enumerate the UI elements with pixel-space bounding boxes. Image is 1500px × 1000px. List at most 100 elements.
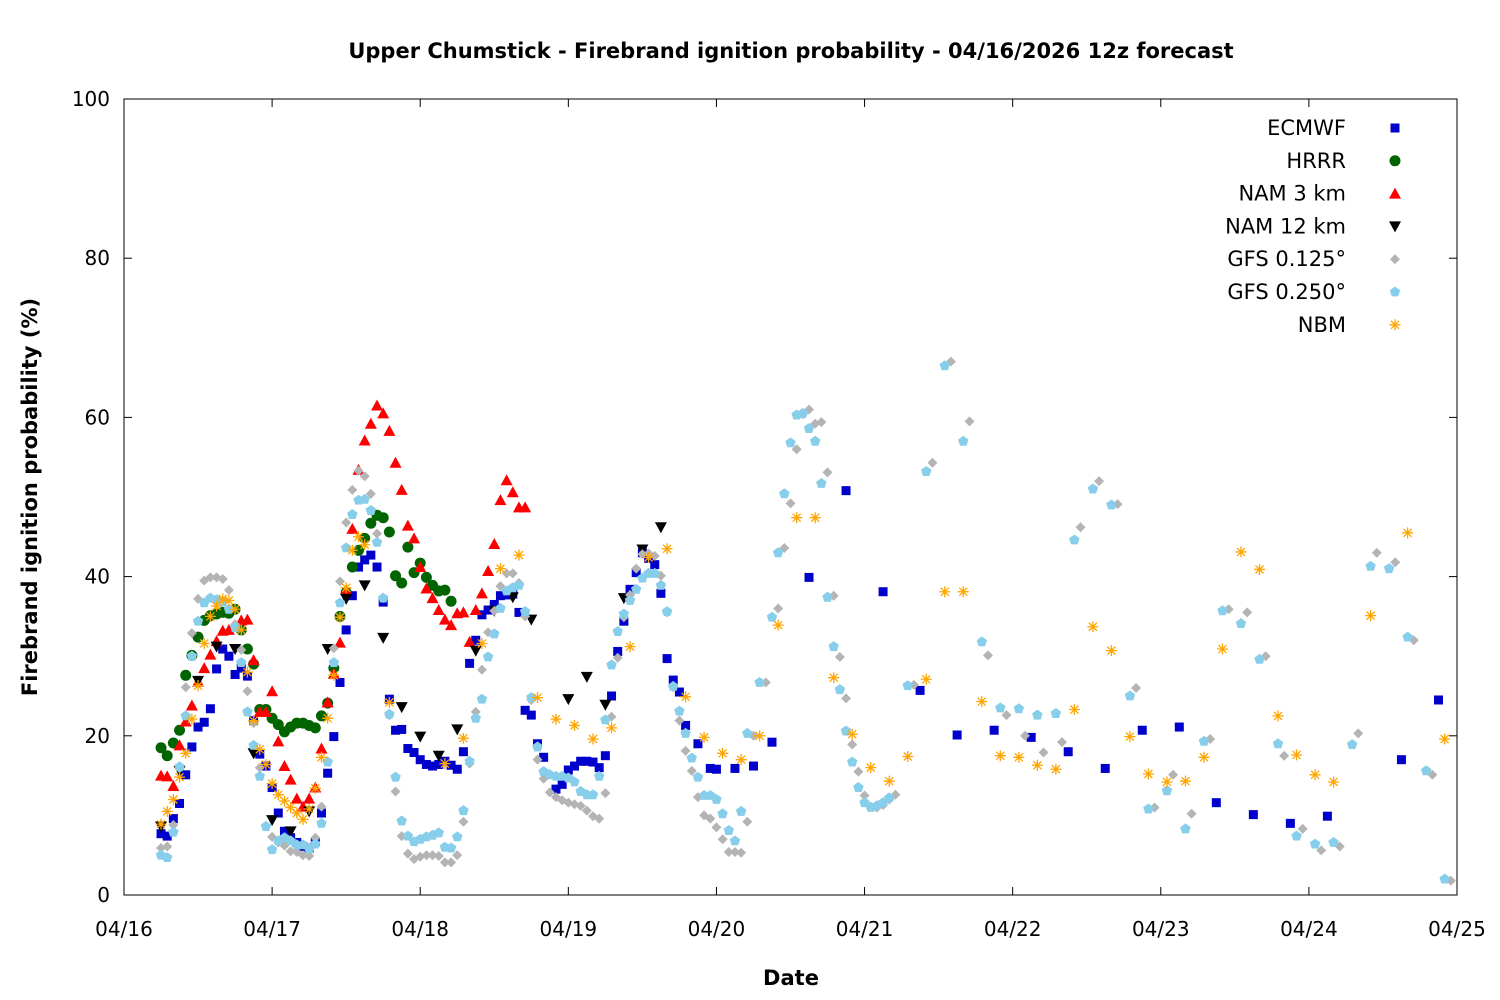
data-point bbox=[637, 549, 648, 560]
x-tick-label: 04/17 bbox=[243, 917, 301, 941]
data-point bbox=[309, 722, 321, 734]
data-point bbox=[834, 684, 846, 695]
data-point bbox=[397, 724, 407, 734]
data-point bbox=[378, 592, 389, 603]
data-point bbox=[266, 815, 279, 827]
data-point bbox=[569, 719, 581, 731]
data-point bbox=[1328, 776, 1340, 788]
data-point bbox=[452, 831, 463, 842]
data-point bbox=[377, 512, 389, 524]
data-point bbox=[711, 794, 722, 804]
data-point bbox=[303, 803, 315, 815]
data-point bbox=[414, 731, 427, 743]
data-point bbox=[927, 457, 938, 468]
data-point bbox=[803, 423, 815, 433]
legend-label: GFS 0.250° bbox=[1227, 280, 1346, 304]
data-point bbox=[204, 648, 217, 660]
data-point bbox=[1371, 547, 1382, 558]
data-point bbox=[192, 680, 204, 692]
data-point bbox=[804, 572, 814, 582]
data-point bbox=[500, 474, 513, 486]
legend-label: GFS 0.125° bbox=[1227, 247, 1346, 271]
data-point bbox=[284, 826, 297, 838]
data-point bbox=[488, 537, 501, 549]
data-point bbox=[526, 710, 536, 720]
data-point bbox=[939, 586, 951, 598]
data-point bbox=[210, 641, 223, 653]
data-point bbox=[624, 595, 636, 605]
data-point bbox=[205, 704, 215, 714]
data-point bbox=[174, 724, 186, 736]
data-point bbox=[340, 582, 352, 594]
data-point bbox=[366, 550, 376, 560]
data-point bbox=[1137, 725, 1147, 735]
data-point bbox=[241, 643, 253, 655]
data-point bbox=[494, 494, 507, 506]
data-point bbox=[476, 637, 488, 649]
data-point bbox=[433, 827, 444, 838]
data-point bbox=[353, 531, 365, 543]
data-point bbox=[457, 606, 470, 618]
data-point bbox=[402, 541, 414, 553]
legend-marker bbox=[1389, 155, 1401, 167]
data-point bbox=[383, 424, 396, 436]
data-point bbox=[1050, 708, 1062, 718]
data-point bbox=[470, 712, 481, 723]
data-point bbox=[791, 512, 803, 524]
data-point bbox=[539, 752, 549, 762]
data-point bbox=[464, 755, 475, 766]
data-point bbox=[285, 846, 296, 857]
data-point bbox=[161, 770, 174, 782]
data-point bbox=[588, 757, 598, 767]
data-point bbox=[1420, 765, 1432, 776]
data-point bbox=[217, 593, 229, 605]
data-point bbox=[279, 826, 289, 836]
data-point bbox=[785, 498, 796, 509]
data-point bbox=[654, 522, 667, 534]
data-point bbox=[989, 725, 999, 735]
data-point bbox=[650, 560, 660, 570]
data-point bbox=[1439, 873, 1450, 884]
data-point bbox=[475, 587, 488, 599]
data-point bbox=[433, 850, 444, 861]
data-point bbox=[1309, 769, 1321, 781]
data-point bbox=[482, 565, 495, 577]
data-point bbox=[649, 567, 660, 578]
data-point bbox=[469, 604, 482, 616]
data-point bbox=[1180, 823, 1191, 834]
legend: ECMWF HRRR NAM 3 km NAM 12 km GFS 0.125° GFS … bbox=[1225, 116, 1401, 337]
data-point bbox=[421, 850, 432, 861]
data-point bbox=[266, 778, 278, 790]
data-point bbox=[1211, 798, 1221, 808]
data-point bbox=[513, 579, 525, 590]
data-point bbox=[982, 650, 993, 661]
data-point bbox=[341, 517, 352, 528]
data-point bbox=[217, 573, 228, 584]
data-point bbox=[581, 805, 592, 816]
data-point bbox=[1217, 605, 1228, 616]
data-point bbox=[1433, 695, 1443, 705]
chart-title: Upper Chumstick - Firebrand ignition pro… bbox=[348, 39, 1233, 63]
data-point bbox=[1026, 732, 1036, 742]
data-point bbox=[1068, 704, 1080, 716]
data-point bbox=[1216, 643, 1228, 655]
data-point bbox=[1439, 733, 1451, 745]
data-point bbox=[420, 571, 432, 583]
data-point bbox=[402, 848, 413, 859]
data-point bbox=[229, 644, 242, 656]
legend-marker bbox=[1390, 254, 1400, 265]
data-point bbox=[606, 722, 618, 734]
data-point bbox=[705, 763, 715, 773]
data-point bbox=[415, 755, 425, 765]
data-point bbox=[1198, 751, 1210, 763]
data-point bbox=[532, 741, 543, 752]
data-point bbox=[834, 651, 845, 662]
data-point bbox=[396, 577, 408, 589]
data-point bbox=[346, 522, 359, 534]
data-point bbox=[915, 685, 925, 695]
data-point bbox=[1272, 710, 1284, 722]
data-point bbox=[1106, 499, 1117, 510]
data-point bbox=[260, 821, 272, 831]
data-point bbox=[680, 691, 692, 703]
data-point bbox=[1069, 534, 1080, 545]
